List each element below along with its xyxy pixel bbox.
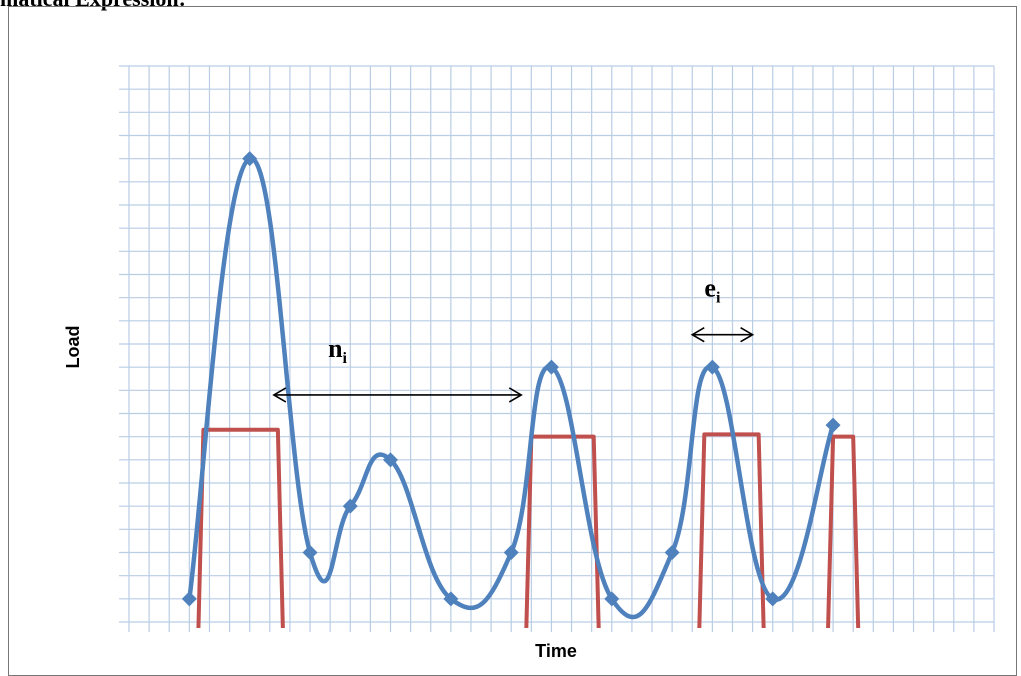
data-point [242,151,258,167]
data-point [704,359,720,375]
interval-annotation: ei [690,274,755,343]
threshold-window [524,434,601,629]
data-point [825,417,841,433]
chart-annotations: ni ei [272,274,755,403]
arrow-head-right [508,387,523,403]
arrow-head-left [272,387,287,403]
data-point [342,498,358,514]
data-point [443,591,459,607]
data-point [543,359,559,375]
data-point [664,545,680,560]
data-point [604,591,620,607]
data-point [383,452,399,468]
threshold-window [826,434,861,629]
annotation-subscript: i [716,290,721,307]
data-point-markers [181,151,841,607]
arrow-head-right [740,327,755,343]
annotation-label: ei [704,274,721,307]
data-point [765,591,781,607]
annotation-label: ni [328,334,347,367]
chart-grid [119,65,995,632]
data-point [181,591,197,607]
x-axis-label: Time [535,641,577,661]
data-point [302,545,318,560]
data-point [503,545,519,560]
threshold-window [196,427,285,629]
arrow-head-left [690,327,705,343]
section-heading: matical Expression: [0,0,186,12]
y-axis-label: Load [63,326,83,369]
annotation-subscript: i [343,350,348,367]
